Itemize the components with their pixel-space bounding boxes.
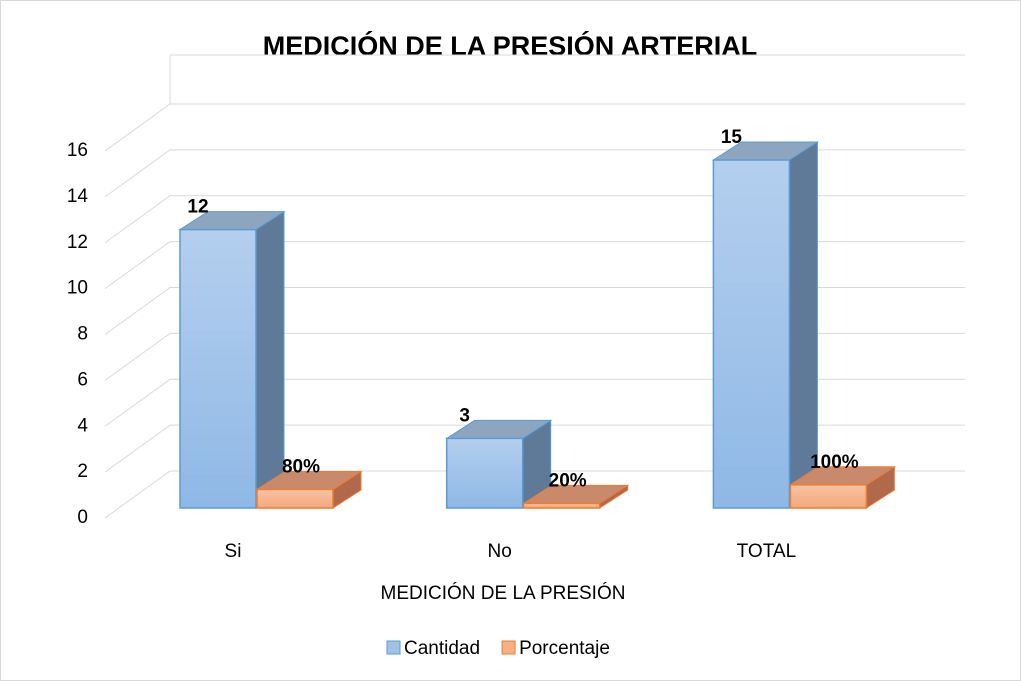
bar — [256, 488, 334, 509]
bar — [789, 484, 868, 509]
legend-label: Porcentaje — [519, 638, 610, 659]
y-tick-label: 12 — [67, 232, 88, 253]
x-tick-label: Si — [225, 541, 242, 562]
grid-line — [104, 241, 965, 290]
y-tick-label: 2 — [77, 461, 88, 482]
y-tick-label: 6 — [77, 369, 88, 390]
bar — [179, 228, 257, 509]
grid-line — [104, 378, 965, 427]
y-tick-label: 14 — [67, 186, 89, 207]
y-tick-label: 0 — [77, 507, 88, 528]
x-axis-title: MEDICIÓN DE LA PRESIÓN — [381, 582, 626, 604]
grid-line — [104, 332, 965, 381]
data-label: 3 — [459, 405, 470, 426]
bar — [712, 159, 791, 509]
chart-title: MEDICIÓN DE LA PRESIÓN ARTERIAL — [263, 30, 758, 61]
grid-line — [104, 424, 965, 473]
back-wall-top — [169, 54, 965, 104]
grid-line — [104, 195, 965, 244]
grid-line — [104, 287, 965, 335]
bar-side — [255, 210, 285, 509]
y-tick-label: 8 — [77, 324, 88, 345]
bar — [522, 502, 601, 509]
data-label: 80% — [282, 456, 320, 477]
y-tick-label: 16 — [67, 140, 88, 161]
legend-swatch — [501, 640, 516, 655]
data-label: 12 — [187, 197, 208, 218]
grid-line — [104, 470, 965, 519]
grid-line — [104, 149, 965, 198]
legend-label: Cantidad — [404, 638, 480, 659]
x-tick-label: No — [488, 541, 512, 562]
y-tick-label: 10 — [67, 278, 88, 299]
data-label: 100% — [810, 452, 859, 473]
data-label: 15 — [721, 127, 743, 148]
legend-swatch — [386, 640, 401, 655]
x-tick-label: TOTAL — [737, 541, 796, 562]
bar — [445, 437, 524, 509]
y-tick-label: 4 — [77, 415, 88, 436]
data-label: 20% — [549, 470, 587, 491]
